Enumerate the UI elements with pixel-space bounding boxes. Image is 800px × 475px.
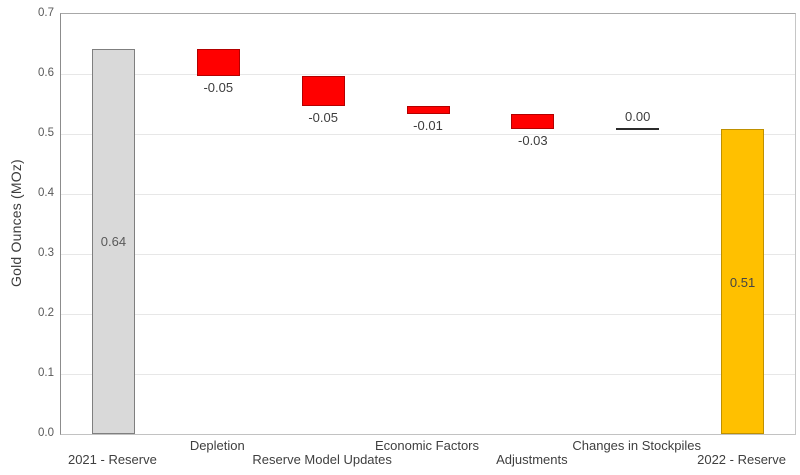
y-tick-label-0.4: 0.4 [38, 187, 54, 199]
gridline-0.2 [61, 313, 795, 315]
x-label-2021-reserve: 2021 - Reserve [67, 452, 157, 467]
x-label-economic-factors: Economic Factors [374, 438, 480, 453]
x-label-reserve-model-updates: Reserve Model Updates [252, 452, 392, 467]
value-label-depletion: -0.05 [203, 80, 234, 96]
zero-change-line-changes-in-stockpiles [616, 128, 660, 131]
value-label-adjustments: -0.03 [518, 133, 548, 149]
value-label-2021-reserve: 0.64 [100, 234, 127, 250]
y-tick-label-0.1: 0.1 [38, 367, 54, 379]
x-label-depletion: Depletion [189, 438, 245, 453]
gridline-0.5 [61, 133, 795, 135]
gridline-0.6 [61, 73, 795, 75]
bar-depletion [196, 48, 240, 77]
bar-reserve-model-updates [301, 76, 345, 107]
bar-economic-factors [406, 106, 450, 114]
value-label-reserve-model-updates: -0.05 [308, 110, 338, 126]
y-tick-label-0.3: 0.3 [38, 247, 54, 259]
x-label-changes-in-stockpiles: Changes in Stockpiles [572, 438, 702, 453]
y-tick-label-0.2: 0.2 [38, 307, 54, 319]
y-tick-label-0.0: 0.0 [38, 427, 54, 439]
value-label-changes-in-stockpiles: 0.00 [625, 109, 651, 125]
value-label-economic-factors: -0.01 [413, 117, 443, 133]
gridline-0.3 [61, 253, 795, 255]
gridline-0.4 [61, 193, 795, 195]
x-label-2022-reserve: 2022 - Reserve [697, 452, 786, 467]
value-label-2022-reserve: 0.51 [729, 274, 756, 290]
bar-2022-reserve [721, 129, 765, 434]
x-label-adjustments: Adjustments [496, 452, 568, 467]
gridline-0.1 [61, 373, 795, 375]
y-tick-label-0.7: 0.7 [38, 7, 54, 19]
bar-adjustments [511, 113, 555, 130]
plot-area: 0.64 -0.05 -0.05 -0.01 -0.03 0.00 0.51 [60, 13, 796, 435]
y-axis-title: Gold Ounces (MOz) [8, 159, 24, 287]
bar-2021-reserve [91, 48, 135, 434]
y-tick-label-0.5: 0.5 [38, 127, 54, 139]
y-tick-label-0.6: 0.6 [38, 67, 54, 79]
